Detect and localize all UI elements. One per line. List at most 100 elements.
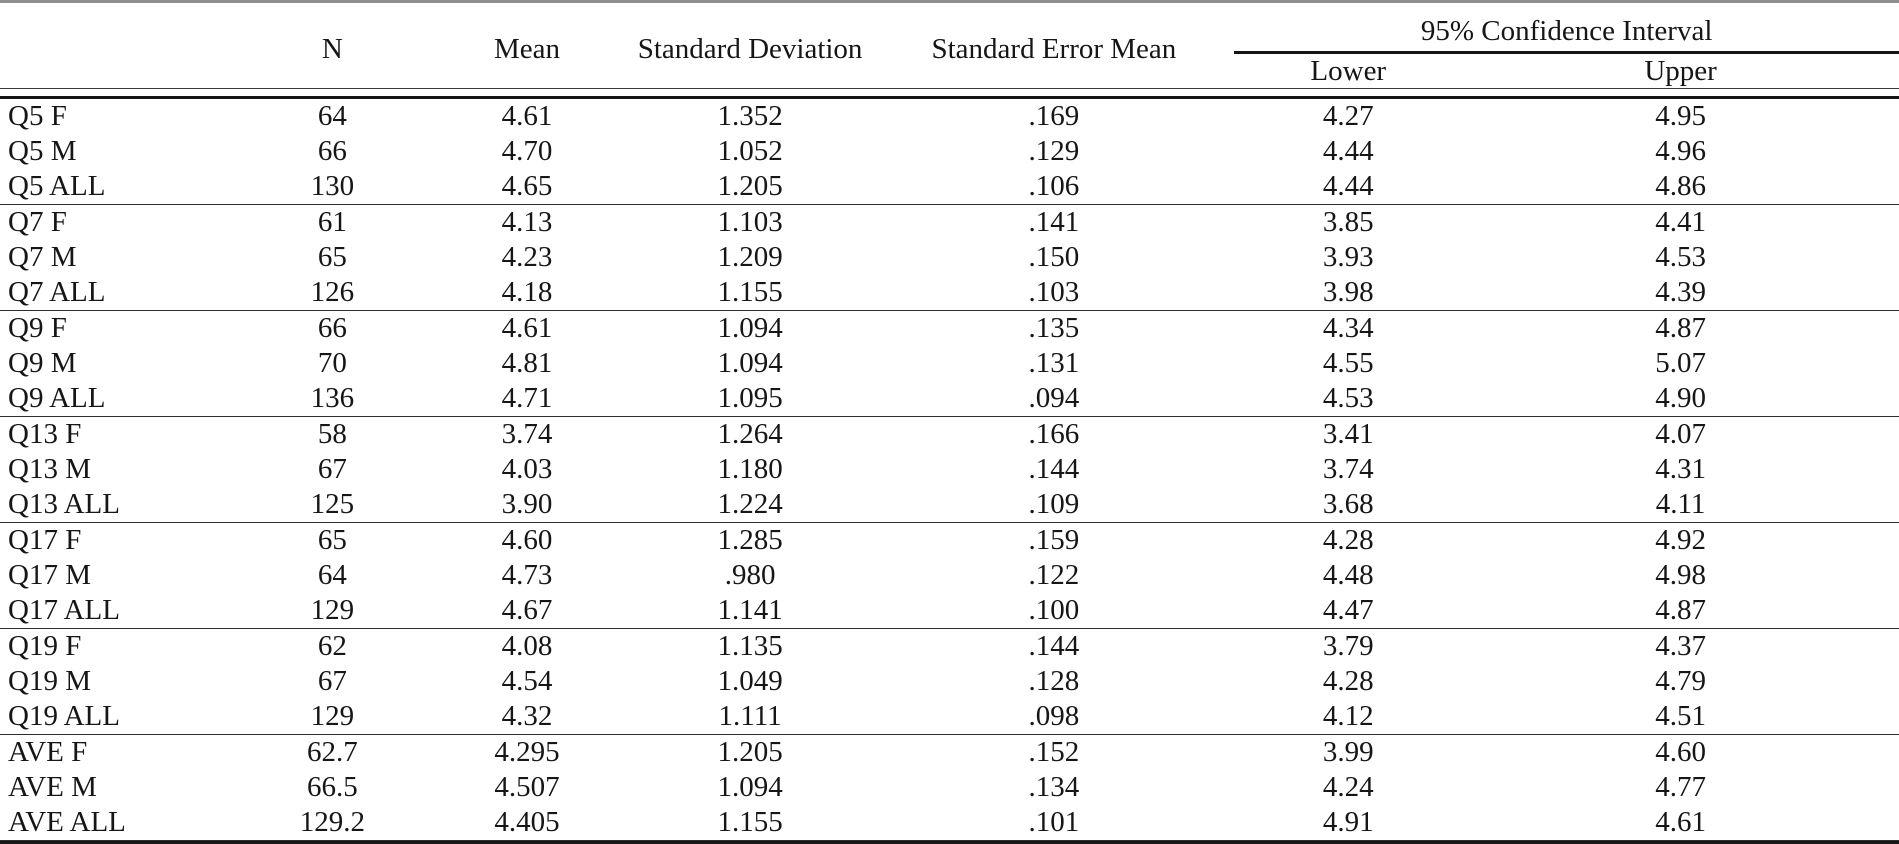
cell-sem: .144 xyxy=(1028,630,1080,662)
cell-lower: 4.27 xyxy=(1322,100,1374,132)
cell-sem: .141 xyxy=(1028,206,1080,238)
cell-mean: 4.08 xyxy=(501,630,553,662)
cell-sd: 1.135 xyxy=(717,630,783,662)
table-row: Q19 F 62 4.08 1.135 .144 3.79 4.37 xyxy=(0,629,1899,664)
cell-sd: 1.264 xyxy=(717,418,783,450)
cell-sd: 1.224 xyxy=(626,487,874,523)
cell-upper: 4.37 xyxy=(1655,630,1706,662)
cell-mean: 4.67 xyxy=(427,593,627,629)
cell-sem: .129 xyxy=(1028,135,1080,167)
cell-mean: 4.54 xyxy=(501,665,553,697)
cell-lower: 3.79 xyxy=(1322,630,1374,662)
col-header-ci-upper: Upper xyxy=(1462,54,1899,89)
cell-lower: 4.91 xyxy=(1234,805,1463,841)
cell-mean: 4.61 xyxy=(501,100,553,132)
cell-upper: 4.95 xyxy=(1655,100,1706,132)
cell-upper: 4.51 xyxy=(1462,699,1899,735)
table-row: Q7 F 61 4.13 1.103 .141 3.85 4.41 xyxy=(0,205,1899,240)
row-label: Q17 F xyxy=(8,524,82,556)
cell-n: 125 xyxy=(237,487,428,523)
cell-sem: .169 xyxy=(1028,100,1080,132)
cell-sd: 1.285 xyxy=(717,524,783,556)
cell-n: 66 xyxy=(317,312,347,344)
cell-sd: 1.094 xyxy=(717,771,783,803)
cell-n: 66.5 xyxy=(306,771,358,803)
cell-upper: 4.87 xyxy=(1462,593,1899,629)
cell-sem: .098 xyxy=(873,699,1235,735)
col-header-ci-lower: Lower xyxy=(1234,54,1463,89)
cell-n: 67 xyxy=(317,453,347,485)
col-header-sem: Standard Error Mean xyxy=(873,3,1235,89)
table-row: Q7 M 65 4.23 1.209 .150 3.93 4.53 xyxy=(0,240,1899,275)
cell-mean: 4.295 xyxy=(494,736,560,768)
cell-n: 67 xyxy=(317,665,347,697)
cell-sd: .980 xyxy=(724,559,776,591)
cell-lower: 4.48 xyxy=(1322,559,1374,591)
table-row: Q5 M 66 4.70 1.052 .129 4.44 4.96 xyxy=(0,134,1899,169)
header-rule xyxy=(0,89,1899,99)
cell-mean: 4.507 xyxy=(494,771,560,803)
header-row-top: N Mean Standard Deviation Standard Error… xyxy=(0,3,1899,89)
cell-lower: 3.68 xyxy=(1234,487,1463,523)
cell-sem: .100 xyxy=(873,593,1235,629)
cell-sd: 1.052 xyxy=(717,135,783,167)
row-label: Q9 M xyxy=(8,347,77,379)
row-label: Q19 M xyxy=(8,665,91,697)
table-row: AVE F 62.7 4.295 1.205 .152 3.99 4.60 xyxy=(0,735,1899,770)
cell-sem: .109 xyxy=(873,487,1235,523)
cell-mean: 4.03 xyxy=(501,453,553,485)
cell-sd: 1.103 xyxy=(717,206,783,238)
cell-sd: 1.094 xyxy=(717,347,783,379)
table-row: Q17 M 64 4.73 .980 .122 4.48 4.98 xyxy=(0,558,1899,593)
cell-lower: 4.28 xyxy=(1322,524,1374,556)
cell-mean: 4.405 xyxy=(427,805,627,841)
cell-n: 62.7 xyxy=(306,736,358,768)
table-row: Q13 M 67 4.03 1.180 .144 3.74 4.31 xyxy=(0,452,1899,487)
col-header-n: N xyxy=(237,3,428,89)
cell-sem: .131 xyxy=(1028,347,1080,379)
cell-mean: 4.13 xyxy=(501,206,553,238)
table-row: Q5 F 64 4.61 1.352 .169 4.27 4.95 xyxy=(0,99,1899,134)
cell-n: 126 xyxy=(237,275,428,311)
row-label: Q17 ALL xyxy=(0,593,238,629)
cell-sem: .122 xyxy=(1028,559,1080,591)
cell-n: 62 xyxy=(317,630,347,662)
table-row: Q5 ALL 130 4.65 1.205.106 4.44 4.86 xyxy=(0,169,1899,205)
cell-n: 129.2 xyxy=(237,805,428,841)
cell-n: 65 xyxy=(317,524,347,556)
cell-n: 58 xyxy=(317,418,347,450)
cell-upper: 4.90 xyxy=(1462,381,1899,417)
cell-n: 65 xyxy=(317,241,347,273)
table-row: Q9 M 70 4.81 1.094 .131 4.55 5.07 xyxy=(0,346,1899,381)
row-label: AVE ALL xyxy=(0,805,238,841)
row-label: Q7 M xyxy=(8,241,77,273)
cell-sd: 1.155 xyxy=(626,275,874,311)
cell-lower: 3.85 xyxy=(1322,206,1374,238)
cell-mean: 4.18 xyxy=(427,275,627,311)
cell-lower: 4.55 xyxy=(1322,347,1374,379)
table-row: Q17 ALL 129 4.67 1.141.100 4.47 4.87 xyxy=(0,593,1899,629)
row-label: Q7 ALL xyxy=(0,275,238,311)
cell-n: 130 xyxy=(237,169,428,205)
row-label: Q13 F xyxy=(8,418,82,450)
cell-mean: 4.73 xyxy=(501,559,553,591)
col-header-sd: Standard Deviation xyxy=(626,3,874,89)
cell-upper: 4.39 xyxy=(1462,275,1899,311)
cell-n: 129 xyxy=(237,593,428,629)
cell-sd: 1.141 xyxy=(626,593,874,629)
row-label: Q13 ALL xyxy=(0,487,238,523)
cell-upper: 4.79 xyxy=(1655,665,1706,697)
col-header-mean: Mean xyxy=(427,3,627,89)
cell-lower: 4.12 xyxy=(1234,699,1463,735)
cell-sd: 1.352 xyxy=(717,100,783,132)
cell-sem: .152 xyxy=(1028,736,1080,768)
cell-n: 64 xyxy=(317,100,347,132)
row-label: Q7 F xyxy=(8,206,67,238)
row-label: AVE M xyxy=(8,771,97,803)
cell-sem: .135 xyxy=(1028,312,1080,344)
cell-sd: 1.111 xyxy=(626,699,874,735)
cell-mean: 4.81 xyxy=(501,347,553,379)
cell-sd: 1.094 xyxy=(717,312,783,344)
table-row: Q7 ALL 126 4.18 1.155.103 3.98 4.39 xyxy=(0,275,1899,311)
